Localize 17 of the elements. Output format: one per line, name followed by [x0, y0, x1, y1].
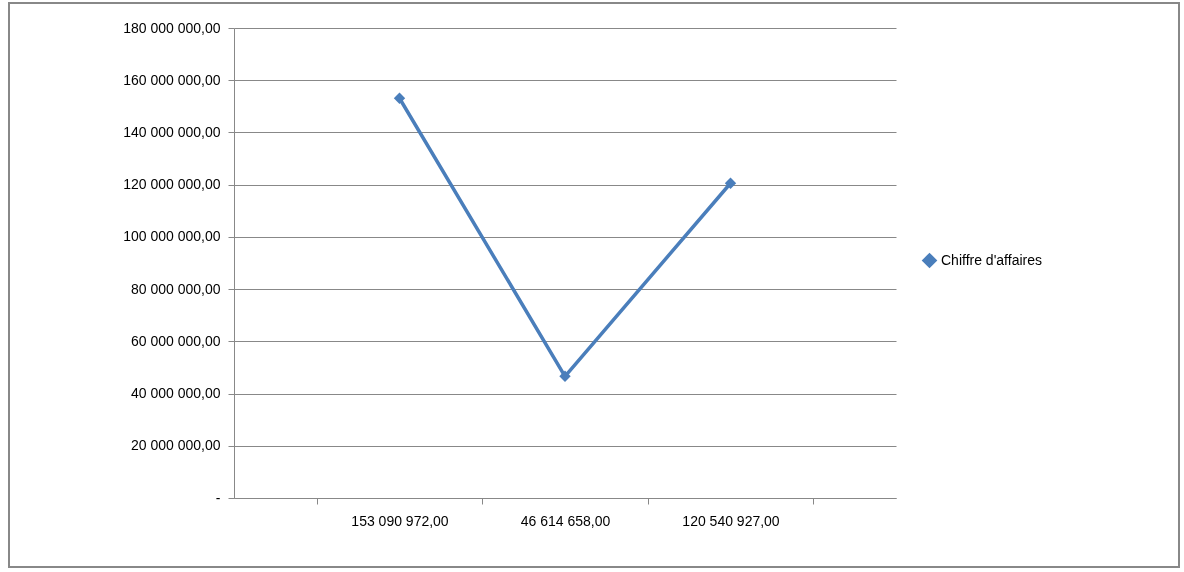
y-tick-label: 80 000 000,00	[130, 280, 221, 297]
y-tick-label: -	[215, 489, 221, 506]
point	[724, 177, 737, 189]
y-tick-label: 160 000 000,00	[123, 71, 221, 88]
y-tick-label: 140 000 000,00	[123, 123, 221, 140]
y-tick-label: 60 000 000,00	[130, 332, 221, 349]
x-tick-label: 153 090 972,00	[351, 512, 449, 529]
x-tick-label: 120 540 927,00	[682, 512, 780, 529]
y-tick-label: 180 000 000,00	[123, 19, 221, 36]
x-tick-label: 46 614 658,00	[520, 512, 611, 529]
point	[559, 370, 571, 382]
y-tick-label: 100 000 000,00	[123, 228, 221, 245]
y-tick-label: 120 000 000,00	[123, 176, 221, 193]
legend-label: Chiffre d'affaires	[941, 251, 1042, 268]
y-tick-label: 20 000 000,00	[130, 437, 221, 454]
point	[393, 92, 406, 104]
y-tick-label: 40 000 000,00	[130, 385, 221, 402]
